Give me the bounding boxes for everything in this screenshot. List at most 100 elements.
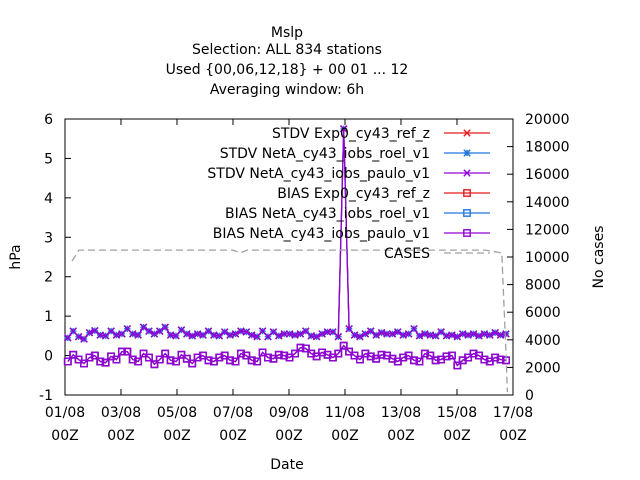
legend-label: STDV Exp0_cy43_ref_z: [272, 126, 430, 142]
data-point: [215, 353, 224, 362]
data-point: [69, 350, 78, 359]
data-point: [491, 353, 500, 362]
data-point: [275, 332, 283, 340]
data-point: [318, 330, 326, 338]
chart-titles: Mslp Selection: ALL 834 stations Used {0…: [166, 25, 409, 98]
data-point: [145, 353, 153, 362]
data-point: [139, 349, 148, 358]
data-point: [274, 350, 283, 359]
y-tick-label: 6: [44, 112, 53, 128]
y-tick-label: 0: [44, 349, 53, 365]
data-point: [156, 327, 164, 335]
data-point: [453, 361, 462, 370]
data-point: [377, 329, 386, 337]
data-point: [237, 349, 245, 358]
data-point: [421, 330, 429, 338]
data-point: [367, 327, 375, 335]
data-point: [485, 357, 494, 366]
data-point: [74, 355, 83, 364]
data-point: [372, 354, 381, 363]
legend: STDV Exp0_cy43_ref_z STDV NetA_cy43_iobs_…: [207, 126, 490, 262]
x-tick-label-hour: 00Z: [499, 428, 526, 444]
data-point: [361, 330, 370, 338]
data-point: [350, 331, 359, 339]
data-point: [188, 332, 196, 340]
data-point: [96, 357, 105, 366]
y2-tick-label: 14000: [525, 195, 570, 211]
legend-marker: [463, 129, 471, 137]
axes: -1 0 1 2 3 4 5 6 0 2000 4000 6000 8000 10000 12000 1400…: [39, 112, 570, 444]
data-point: [475, 332, 483, 340]
data-point: [469, 330, 478, 338]
data-point: [150, 360, 159, 369]
x-tick-label-hour: 00Z: [51, 428, 78, 444]
data-point: [480, 330, 489, 338]
y2-tick-label: 0: [525, 388, 534, 404]
data-point: [496, 355, 505, 364]
legend-label: BIAS NetA_cy43_iobs_paulo_v1: [213, 226, 430, 242]
data-point: [258, 348, 267, 357]
data-point: [117, 347, 126, 356]
series-2: [64, 125, 510, 343]
data-point: [69, 327, 77, 335]
data-point: [301, 344, 310, 353]
x-tick-label-hour: 00Z: [163, 428, 190, 444]
data-point: [328, 353, 337, 362]
data-point: [139, 323, 148, 331]
data-point: [340, 125, 348, 133]
data-point: [64, 334, 72, 342]
data-point: [312, 352, 321, 361]
data-point: [101, 358, 110, 367]
data-point: [242, 351, 251, 360]
data-point: [399, 353, 408, 362]
data-point: [90, 351, 99, 360]
data-point: [112, 331, 121, 339]
data-point: [280, 351, 289, 360]
data-point: [134, 331, 142, 339]
data-point: [496, 331, 505, 339]
data-point: [448, 331, 456, 339]
data-point: [339, 341, 348, 350]
data-point: [356, 355, 364, 364]
data-point: [442, 332, 451, 340]
data-point: [464, 353, 473, 362]
x-tick-label-hour: 00Z: [443, 428, 470, 444]
data-point: [426, 351, 435, 360]
legend-label: BIAS Exp0_cy43_ref_z: [277, 186, 430, 202]
data-point: [172, 332, 180, 340]
data-point: [399, 331, 407, 339]
chart-subtitle-used: Used {00,06,12,18} + 00 01 ... 12: [166, 62, 409, 78]
data-point: [199, 351, 207, 360]
data-point: [448, 351, 456, 360]
data-point: [107, 327, 115, 335]
data-point: [377, 350, 386, 359]
series-line: [67, 128, 507, 340]
y-tick-label: 3: [44, 230, 53, 246]
data-point: [388, 330, 397, 338]
data-point: [112, 355, 121, 364]
x-axis-label: Date: [270, 457, 303, 473]
data-point: [334, 349, 343, 358]
y2-tick-label: 20000: [525, 112, 570, 128]
x-tick-label-date: 15/08: [437, 405, 477, 421]
chart-subtitle-selection: Selection: ALL 834 stations: [192, 42, 382, 58]
data-point: [345, 325, 353, 333]
x-tick-label-hour: 00Z: [219, 428, 246, 444]
data-point: [410, 325, 418, 333]
data-point: [415, 332, 424, 340]
legend-label: STDV NetA_cy43_iobs_paulo_v1: [207, 166, 430, 182]
data-point: [253, 332, 261, 341]
data-point: [356, 332, 364, 341]
legend-marker: [463, 189, 471, 197]
data-point: [280, 330, 288, 338]
data-point: [247, 356, 256, 365]
x-tick-label-date: 13/08: [381, 405, 421, 421]
data-point: [394, 328, 402, 336]
data-point: [253, 357, 262, 366]
data-point: [442, 352, 451, 361]
series-6: [71, 249, 509, 393]
y2-tick-label: 8000: [525, 278, 561, 294]
data-point: [415, 357, 424, 366]
data-point: [502, 330, 510, 338]
